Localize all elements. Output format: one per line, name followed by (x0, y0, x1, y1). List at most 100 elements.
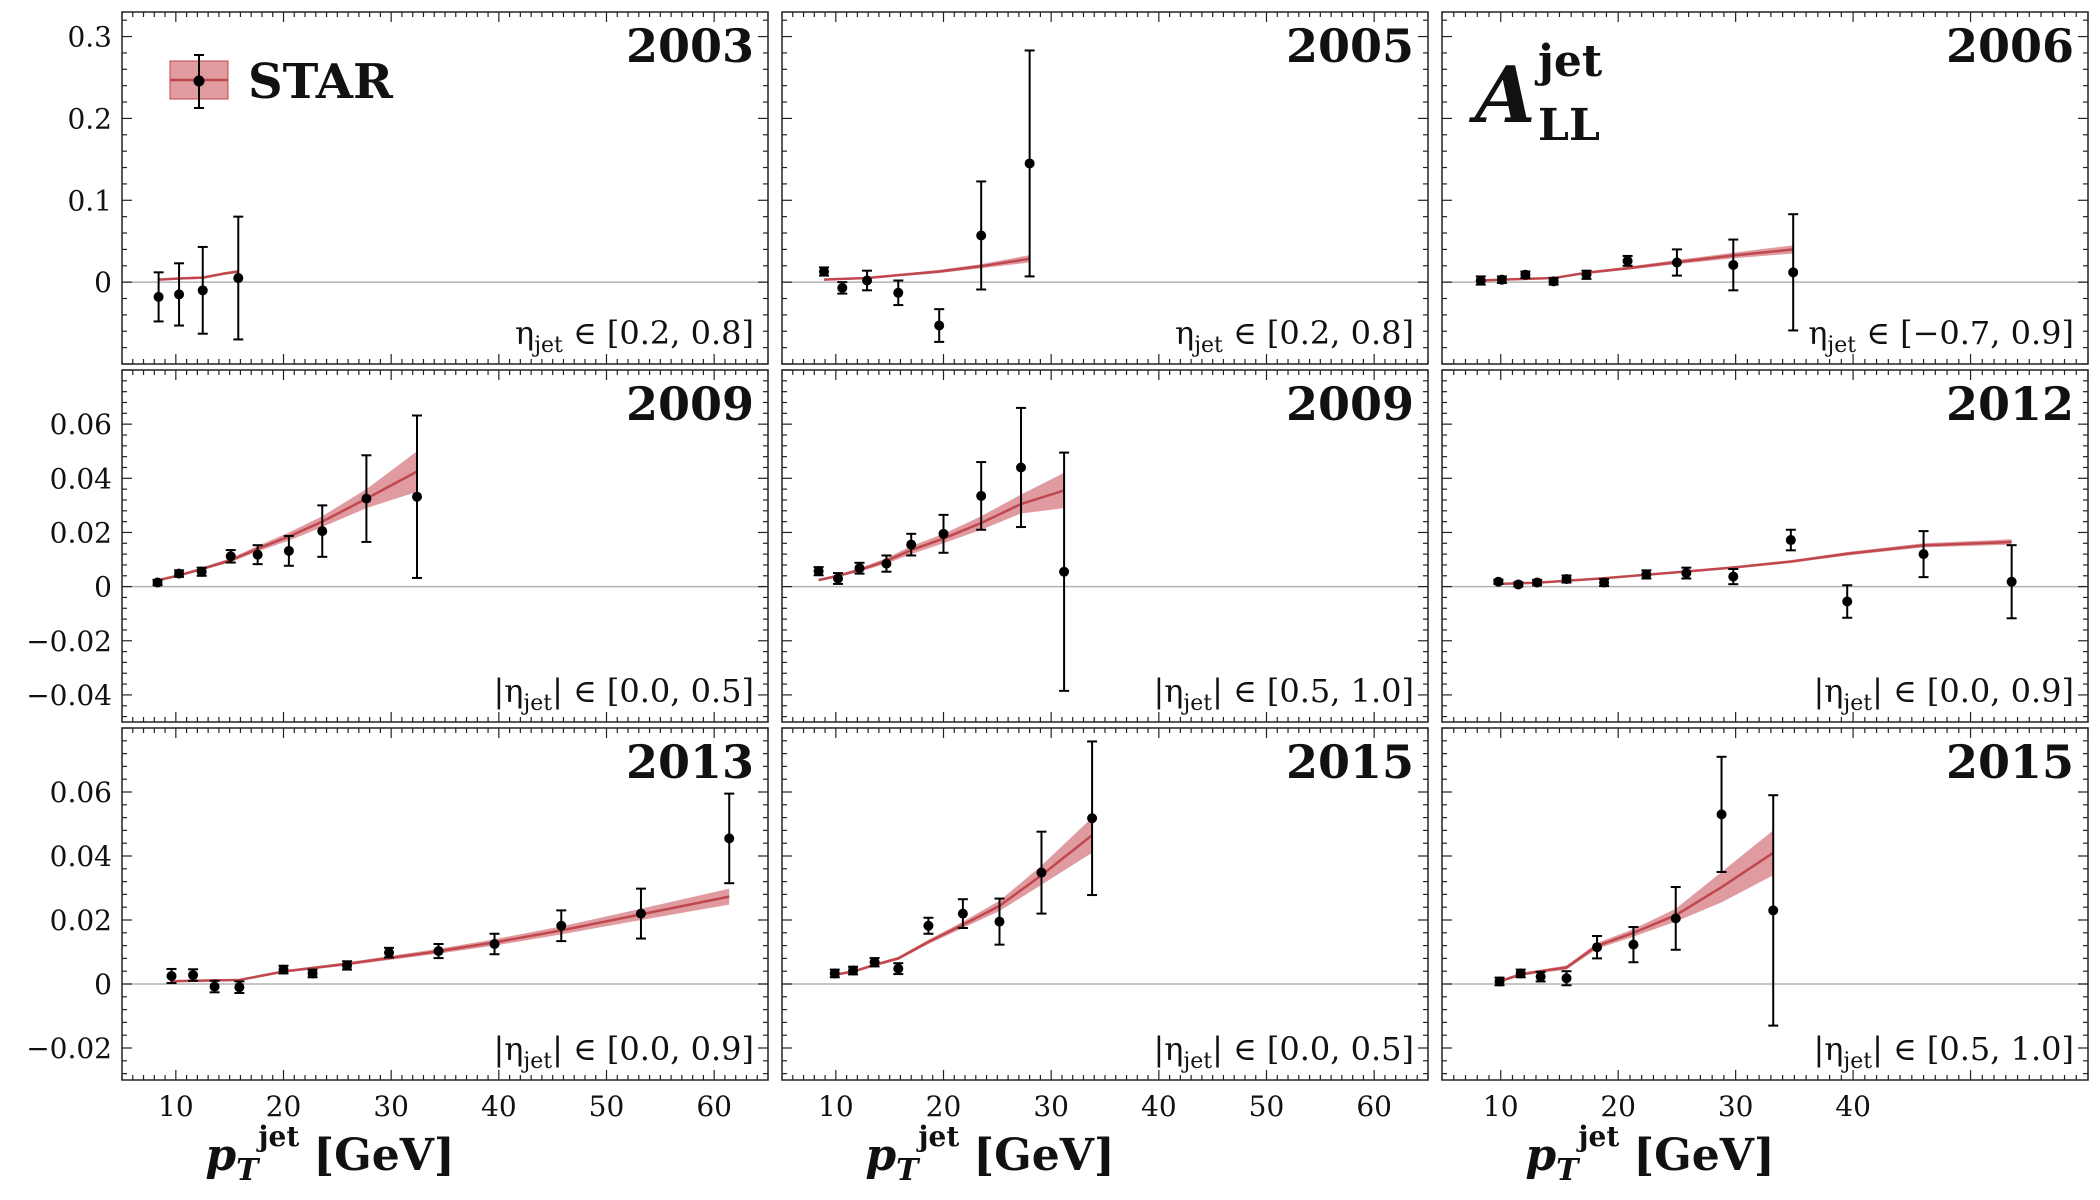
data-point (1561, 574, 1572, 585)
xlabel-superscript: jet (1575, 1120, 1619, 1153)
data-point (166, 971, 177, 981)
data-point (361, 493, 372, 504)
data-point (1670, 913, 1681, 924)
data-point (1681, 568, 1692, 579)
data-point (196, 566, 207, 577)
data-point (1581, 269, 1592, 280)
x-tick-label: 10 (158, 1090, 194, 1123)
data-point (957, 908, 968, 919)
y-tick-label: 0 (94, 266, 112, 299)
data-point (209, 981, 220, 992)
data-point (934, 320, 945, 331)
data-point (384, 947, 395, 958)
observable-title: A jet LL (1468, 36, 1603, 151)
data-point (252, 549, 263, 560)
data-point (1515, 968, 1526, 979)
x-tick-label: 20 (1600, 1090, 1636, 1123)
theory-central-line (1498, 540, 2012, 586)
data-point (174, 568, 185, 579)
xlabel-subscript: T (1556, 1153, 1581, 1188)
xlabel-superscript: jet (255, 1120, 299, 1153)
data-point (1785, 535, 1796, 546)
data-point (1024, 158, 1035, 169)
xlabel-subscript: T (896, 1153, 921, 1188)
data-point (1059, 566, 1070, 577)
data-point (848, 965, 859, 976)
xlabel-symbol: p (1525, 1130, 1556, 1181)
data-point (174, 289, 185, 300)
data-point (869, 957, 880, 968)
svg-text:A: A (1468, 50, 1536, 141)
x-tick-label: 30 (1033, 1090, 1069, 1123)
x-axis-label-col-1: pTjet [GeV] (205, 1120, 454, 1188)
observable-symbol: A (1468, 50, 1536, 141)
observable-superscript: jet (1534, 36, 1603, 87)
eta-label: |ηjet| ∈ [0.0, 0.9] (1813, 672, 2074, 716)
year-label: 2003 (626, 19, 754, 73)
y-tick-label: 0.2 (67, 102, 112, 135)
y-tick-label: 0.02 (50, 904, 112, 937)
xlabel-superscript: jet (915, 1120, 959, 1153)
data-point (225, 551, 236, 562)
data-point (906, 539, 917, 550)
data-point (1628, 939, 1639, 950)
data-point (1592, 942, 1603, 953)
eta-label: ηjet ∈ [−0.7, 0.9] (1808, 314, 2074, 358)
y-tick-label: 0.1 (67, 184, 112, 217)
panel-frame (1441, 727, 2089, 1081)
data-point (278, 964, 289, 975)
data-point (1087, 813, 1098, 824)
eta-label: |ηjet| ∈ [0.5, 1.0] (1813, 1030, 2074, 1074)
data-point (1728, 571, 1739, 582)
data-point (188, 970, 199, 981)
data-point (1494, 976, 1505, 987)
x-tick-label: 60 (696, 1090, 732, 1123)
y-tick-label: 0.3 (67, 21, 112, 54)
data-point (1520, 269, 1531, 280)
data-point (1561, 973, 1572, 984)
data-point (1016, 462, 1027, 473)
eta-label: |ηjet| ∈ [0.0, 0.9] (493, 1030, 754, 1074)
data-point (1768, 905, 1779, 916)
panel-2006: 2006 ηjet ∈ [−0.7, 0.9] (1441, 11, 2089, 365)
data-point (976, 490, 987, 501)
y-tick-label: −0.02 (26, 625, 112, 658)
data-point (233, 273, 244, 284)
svg-text:pTjet[GeV]: pTjet [GeV] (205, 1120, 454, 1188)
eta-label: ηjet ∈ [0.2, 0.8] (1175, 314, 1414, 358)
data-point (923, 920, 934, 931)
data-point (1475, 275, 1486, 286)
data-point (893, 963, 904, 974)
panel-2015a: 10 20 30 40 50 60 2015 |ηjet| ∈ [0.0, 0.5] (781, 727, 1429, 1123)
data-point (1532, 577, 1543, 588)
data-point (854, 563, 865, 574)
panel-2015b: 10 20 30 40 2015 |ηjet| ∈ [0.5, 1.0] (1441, 727, 2089, 1123)
x-tick-label: 50 (589, 1090, 625, 1123)
data-point (1535, 971, 1546, 982)
x-tick-label: 40 (1141, 1090, 1177, 1123)
x-axis-label-col-2: pTjet [GeV] (865, 1120, 1114, 1188)
x-tick-label: 30 (373, 1090, 409, 1123)
data-point (153, 291, 164, 302)
data-point (994, 916, 1005, 927)
y-tick-label: 0.02 (50, 516, 112, 549)
x-tick-label: 40 (481, 1090, 517, 1123)
data-point (832, 573, 843, 584)
year-label: 2012 (1946, 377, 2074, 431)
data-point (234, 982, 245, 993)
x-tick-label: 60 (1356, 1090, 1392, 1123)
panel-2012: 2012 |ηjet| ∈ [0.0, 0.9] (1441, 369, 2089, 723)
data-point (1622, 255, 1633, 266)
xlabel-symbol: p (205, 1130, 236, 1181)
x-tick-label: 20 (926, 1090, 962, 1123)
data-point (317, 526, 328, 537)
xlabel-unit: [GeV] (313, 1130, 454, 1181)
eta-label: |ηjet| ∈ [0.5, 1.0] (1153, 672, 1414, 716)
panel-2009a: −0.04 −0.02 0 0.02 0.04 0.06 2009 |ηjet| ∈ [0.0… (26, 369, 769, 723)
data-point (1671, 257, 1682, 268)
x-tick-label: 50 (1249, 1090, 1285, 1123)
y-tick-label: 0 (94, 571, 112, 604)
theory-central-line (834, 834, 1093, 976)
data-point (1788, 267, 1799, 278)
